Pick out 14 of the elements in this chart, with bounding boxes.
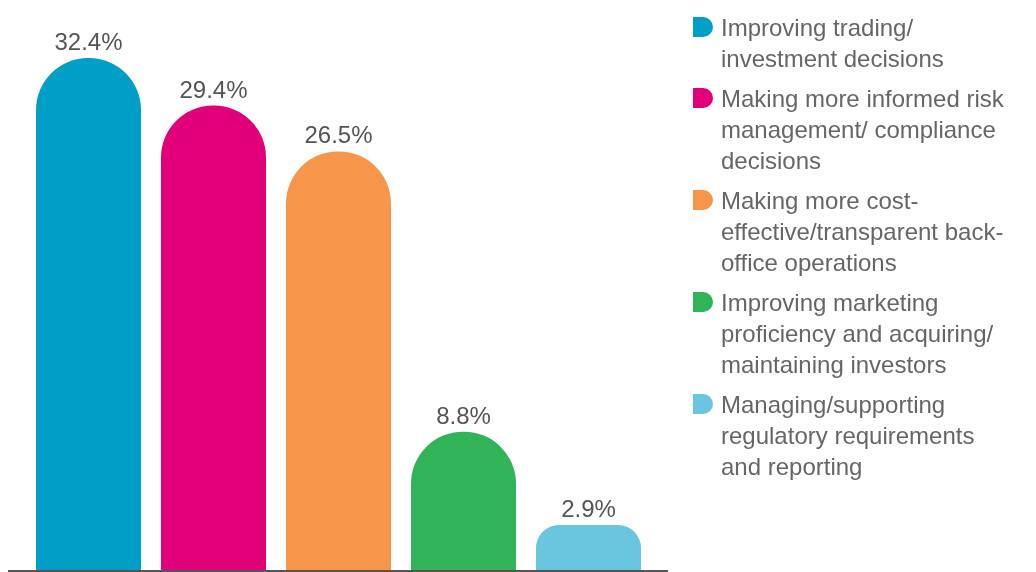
legend-label: Managing/supporting regulatory requirements and reporting <box>721 390 976 482</box>
data-label: 32.4% <box>54 28 123 55</box>
legend-label: Improving marketing proficiency and acquiring/ maintaining investors <box>721 288 995 380</box>
bar <box>286 151 391 571</box>
legend-label: Making more informed risk management/ compliance decisions <box>721 84 1005 176</box>
bar <box>161 105 266 571</box>
bar <box>36 58 141 571</box>
data-label: 8.8% <box>436 401 491 429</box>
data-label: 26.5% <box>304 121 373 149</box>
data-label: 2.9% <box>561 495 616 523</box>
legend-label: Making more cost-effective/transparent back-office operations <box>721 186 1005 278</box>
bar <box>536 525 641 571</box>
data-label: 29.4% <box>179 75 248 103</box>
legend-label: Improving trading/ investment decisions <box>721 13 945 74</box>
